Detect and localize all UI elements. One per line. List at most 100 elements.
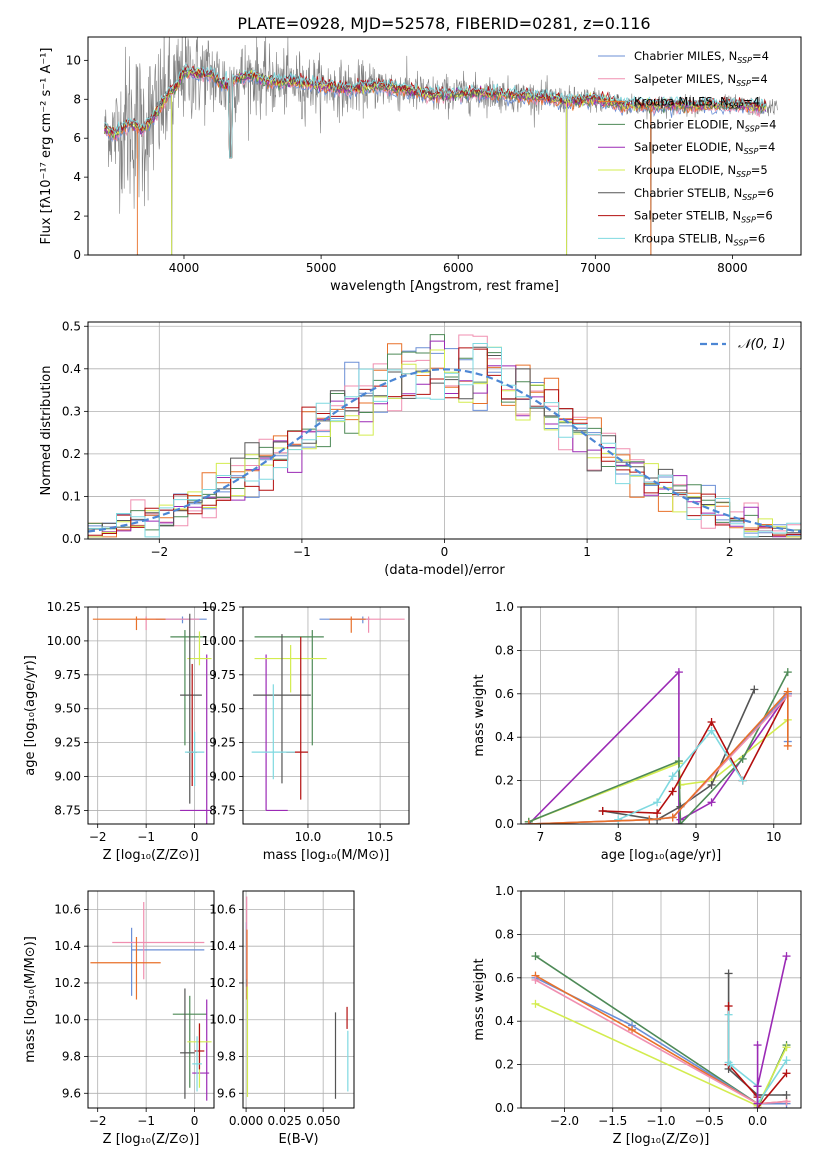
weight-marker-salpeter_stelib xyxy=(707,718,716,727)
weight-marker-salpeter_stelib xyxy=(782,1069,791,1078)
weight-marker-chabrier_stelib xyxy=(750,685,759,694)
weight-line-chabrier_elodie xyxy=(528,671,789,824)
x-tick-label: 0 xyxy=(441,545,449,559)
weight-vs-age-panel: 7 8 9 10 0.0 0.2 0.4 0.6 0.8 1.0 age [log₁₀(age/yr… xyxy=(472,600,802,863)
x-axis-label: E(B-V) xyxy=(278,1132,318,1147)
x-tick-label: 2 xyxy=(726,545,734,559)
y-tick-label: 10.6 xyxy=(209,902,236,916)
y-tick-label: 10.0 xyxy=(54,1013,81,1027)
legend-entry-salpeter_miles: Salpeter MILES, NSSP=4 xyxy=(634,72,768,88)
normal-curve xyxy=(88,368,801,533)
spectrum-panel: 4000 5000 6000 7000 8000 0 2 4 6 8 10 wavelength [A… xyxy=(39,36,802,294)
y-tick-label: 10 xyxy=(66,53,81,67)
errorbar-salpeter_elodie xyxy=(180,654,212,824)
y-tick-label: 0.8 xyxy=(495,927,514,941)
legend-entry-chabrier_miles: Chabrier MILES, NSSP=4 xyxy=(634,49,769,65)
weight-marker-salpeter_stelib xyxy=(598,806,607,815)
weight-marker-chabrier_elodie xyxy=(738,754,747,763)
y-tick-label: 1.0 xyxy=(495,600,514,614)
weight-marker-salpeter_stelib xyxy=(724,1002,733,1011)
x-tick-label: 0.050 xyxy=(306,1114,340,1128)
y-tick-label: 10.4 xyxy=(54,939,81,953)
axes-frame xyxy=(242,890,355,1109)
x-tick-label: 0 xyxy=(191,830,199,844)
y-tick-label: 9.00 xyxy=(209,770,236,784)
y-tick-label: 0.2 xyxy=(495,774,514,788)
weight-marker-salpeter_elodie xyxy=(753,1041,762,1050)
x-axis-label: Z [log₁₀(Z/Z⊙)] xyxy=(103,848,200,863)
y-tick-label: 10.0 xyxy=(209,1013,236,1027)
legend-entry-salpeter_stelib: Salpeter STELIB, NSSP=6 xyxy=(634,209,773,225)
x-tick-label: 0.000 xyxy=(229,1114,263,1128)
errorbar-kroupa_miles xyxy=(92,616,166,631)
y-axis-label: mass weight xyxy=(472,958,487,1040)
x-tick-label: 0.025 xyxy=(267,1114,301,1128)
weight-marker-salpeter_stelib xyxy=(653,809,662,818)
y-tick-label: 9.8 xyxy=(217,1050,236,1064)
errorbar-kroupa_miles xyxy=(90,936,161,1000)
x-tick-label: 6000 xyxy=(443,261,474,275)
weight-marker-salpeter_stelib xyxy=(668,787,677,796)
y-tick-label: 10.00 xyxy=(202,634,236,648)
x-tick-label: 8 xyxy=(614,830,622,844)
weight-marker-kroupa_stelib xyxy=(614,815,623,824)
mass-vs-Z-data xyxy=(90,902,212,1101)
weight-marker-kroupa_stelib xyxy=(724,1010,733,1019)
weight-marker-salpeter_elodie xyxy=(753,1082,762,1091)
y-tick-label: 10.2 xyxy=(54,976,81,990)
weight-marker-salpeter_elodie xyxy=(753,1099,762,1108)
x-tick-label: 10.5 xyxy=(367,830,394,844)
age-vs-Z-data xyxy=(92,613,212,824)
y-tick-label: 10.2 xyxy=(209,976,236,990)
spectrum-data xyxy=(104,37,778,255)
weight-marker-chabrier_elodie xyxy=(531,952,540,961)
y-tick-label: 0 xyxy=(73,248,81,262)
histogram-kroupa_elodie xyxy=(88,346,801,538)
errorbar-chabrier_stelib xyxy=(180,613,202,804)
y-tick-label: 0.4 xyxy=(62,362,81,376)
y-tick-label: 0.6 xyxy=(495,687,514,701)
y-tick-label: 8 xyxy=(73,92,81,106)
y-tick-label: 0.3 xyxy=(62,404,81,418)
errorbar-kroupa_stelib xyxy=(251,684,295,780)
model-spectrum-kroupa_stelib xyxy=(104,63,767,159)
legend-normal-label: 𝒩(0, 1) xyxy=(738,337,785,352)
x-tick-label: 0 xyxy=(191,1114,199,1128)
y-tick-label: 10.4 xyxy=(209,939,236,953)
x-tick-label: −1.5 xyxy=(598,1114,627,1128)
x-axis-label: wavelength [Angstrom, rest frame] xyxy=(330,279,559,294)
axes-frame xyxy=(87,36,802,256)
x-tick-label: 0.0 xyxy=(748,1114,767,1128)
x-tick-label: 4000 xyxy=(169,261,200,275)
y-tick-label: 0.8 xyxy=(495,643,514,657)
x-tick-label: 1 xyxy=(583,545,591,559)
y-tick-label: 9.6 xyxy=(217,1086,236,1100)
errorbar-chabrier_elodie xyxy=(170,630,207,746)
y-tick-label: 10.25 xyxy=(47,600,81,614)
x-tick-label: −2.0 xyxy=(550,1114,579,1128)
x-tick-label: 5000 xyxy=(306,261,337,275)
weight-marker-kroupa_stelib xyxy=(782,1056,791,1065)
axes-frame xyxy=(520,606,802,825)
legend-entry-kroupa_miles: Kroupa MILES, NSSP=4 xyxy=(634,95,760,111)
y-tick-label: 0.2 xyxy=(62,447,81,461)
y-tick-label: 0.4 xyxy=(495,1014,514,1028)
weight-vs-age-data xyxy=(524,668,792,824)
axes-frame xyxy=(242,606,410,825)
y-tick-label: 9.00 xyxy=(54,770,81,784)
y-tick-label: 9.6 xyxy=(62,1086,81,1100)
errorbar-kroupa_stelib xyxy=(184,731,205,787)
y-axis-label: mass [log₁₀(M/M⊙)] xyxy=(23,936,38,1063)
weight-marker-kroupa_stelib xyxy=(707,726,716,735)
y-tick-label: 0.0 xyxy=(495,1101,514,1115)
weight-marker-chabrier_elodie xyxy=(783,668,792,677)
weight-marker-chabrier_elodie xyxy=(676,820,685,824)
errorbar-kroupa_elodie xyxy=(254,644,327,693)
y-tick-label: 1.0 xyxy=(495,884,514,898)
x-tick-label: −2 xyxy=(150,545,168,559)
errorbar-salpeter_miles xyxy=(112,902,205,980)
legend-entry-salpeter_elodie: Salpeter ELODIE, NSSP=4 xyxy=(634,140,775,156)
errorbar-chabrier_stelib xyxy=(180,988,195,1099)
y-tick-label: 6 xyxy=(73,131,81,145)
figure-title: PLATE=0928, MJD=52578, FIBERID=0281, z=0… xyxy=(237,14,650,33)
